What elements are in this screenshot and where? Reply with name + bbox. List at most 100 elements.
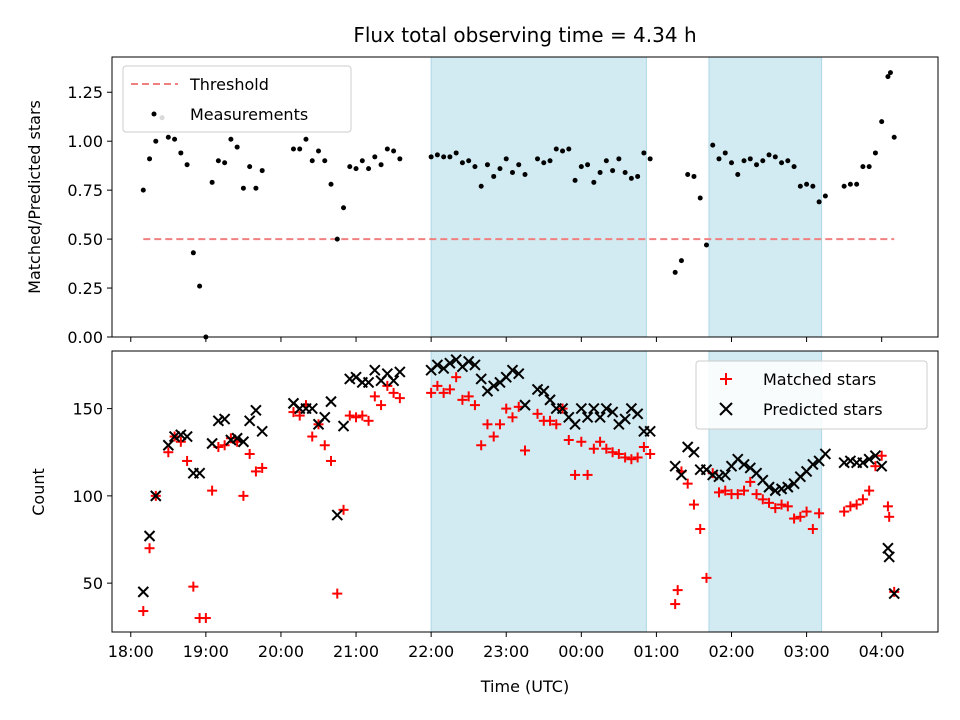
matched-star-point <box>307 431 318 442</box>
predicted-star-d2 <box>631 408 644 420</box>
measurement-point <box>172 136 178 142</box>
measurement-point <box>685 171 691 177</box>
measurement-point <box>822 193 828 199</box>
measurement-point <box>347 164 353 170</box>
matched-star-point <box>601 443 612 454</box>
predicted-legend-label: Predicted stars <box>763 400 883 419</box>
predicted-star-point <box>807 458 819 471</box>
predicted-star-d2 <box>350 371 362 383</box>
matched-star-point <box>839 506 850 517</box>
measurement-point <box>760 158 766 164</box>
measurement-point <box>209 179 215 185</box>
y-tick-label: 1.00 <box>67 132 103 151</box>
measurement-point <box>334 236 340 242</box>
predicted-star-d2 <box>888 587 900 600</box>
x-axis-label: Time (UTC) <box>480 677 569 696</box>
measurement-point <box>578 164 584 170</box>
predicted-star-d2 <box>869 450 882 462</box>
matched-star-point <box>394 393 405 404</box>
predicted-star-point <box>394 366 406 378</box>
matched-star-point <box>488 431 499 442</box>
matched-star-point <box>582 469 593 480</box>
predicted-star-d2 <box>750 467 763 479</box>
predicted-star-point <box>519 399 531 411</box>
measurement-point <box>691 173 697 179</box>
measurement-point <box>497 166 503 172</box>
predicted-star-point <box>143 530 156 542</box>
predicted-star-d2 <box>556 402 569 415</box>
measurement-point <box>322 158 328 164</box>
matched-star-point <box>672 585 683 596</box>
predicted-star-d2 <box>538 385 550 397</box>
measurement-point <box>547 158 553 164</box>
matched-star-point <box>857 494 868 505</box>
measurement-point <box>491 173 497 179</box>
measurement-point <box>747 156 753 162</box>
matched-star-point <box>801 506 812 517</box>
x-tick-label: 23:00 <box>483 642 529 661</box>
matched-star-point <box>357 410 368 421</box>
x-tick-label: 03:00 <box>784 642 830 661</box>
matched-star-point <box>369 391 380 402</box>
predicted-star-point <box>150 490 162 502</box>
predicted-star-point <box>369 364 381 376</box>
measurement-point <box>215 158 221 164</box>
predicted-star-d2 <box>250 404 262 417</box>
matched-star-point <box>219 440 230 451</box>
predicted-star-d2 <box>757 474 769 486</box>
measurement-point <box>754 162 760 168</box>
matched-star-point <box>613 448 624 459</box>
measurement-point <box>509 170 515 176</box>
predicted-star-d2 <box>588 402 600 415</box>
matched-star-point <box>476 440 487 451</box>
top-y-ticks: 0.00 0.25 0.50 0.75 1.00 1.25 <box>67 83 112 347</box>
measurement-point <box>591 179 597 185</box>
x-tick-label: 19:00 <box>183 642 229 661</box>
measurement-point <box>535 156 541 162</box>
matched-star-point <box>144 543 155 554</box>
top-axes-frame <box>111 56 939 338</box>
measurement-point <box>253 185 259 191</box>
predicted-star-point <box>763 481 775 493</box>
predicted-star-point <box>193 467 206 479</box>
measurement-point <box>316 148 321 154</box>
predicted-star-point <box>488 380 500 392</box>
measurement-point <box>566 146 572 152</box>
measurement-point <box>804 181 810 187</box>
top-legend-box <box>122 65 352 133</box>
matched-star-point <box>695 524 706 535</box>
predicted-star-d2 <box>475 373 487 385</box>
predicted-star-d2 <box>531 383 544 396</box>
matched-star-point <box>507 412 518 423</box>
predicted-star-d2 <box>162 439 175 451</box>
predicted-star-d2 <box>462 355 475 368</box>
measurement-point <box>597 170 603 176</box>
top-x-ticks <box>130 337 883 342</box>
predicted-star-d2 <box>337 420 350 432</box>
predicted-star-d2 <box>143 530 156 542</box>
matched-star-point <box>438 387 449 398</box>
predicted-star-d2 <box>519 399 531 411</box>
measurement-point <box>766 152 772 158</box>
measurement-point <box>153 138 159 144</box>
measurement-point <box>603 158 609 164</box>
matched-star-point <box>207 485 218 496</box>
matched-star-point <box>670 599 681 610</box>
predicted-star-d2 <box>287 397 300 410</box>
measurement-point <box>341 205 347 211</box>
measurement-point <box>872 150 878 156</box>
predicted-star-point <box>782 481 794 493</box>
predicted-star-point <box>819 448 832 460</box>
measurement-point <box>585 162 591 168</box>
matched-star-point <box>876 450 887 461</box>
predicted-star-d2 <box>594 411 606 424</box>
measurement-point <box>816 199 822 205</box>
count-series <box>137 354 900 624</box>
measurement-point <box>359 158 365 164</box>
matched-star-point <box>250 466 261 477</box>
x-tick-label: 04:00 <box>859 642 905 661</box>
predicted-star-d2 <box>231 432 243 444</box>
matched-star-point <box>607 447 618 458</box>
predicted-star-d2 <box>883 551 895 563</box>
matched-star-point <box>501 403 512 414</box>
